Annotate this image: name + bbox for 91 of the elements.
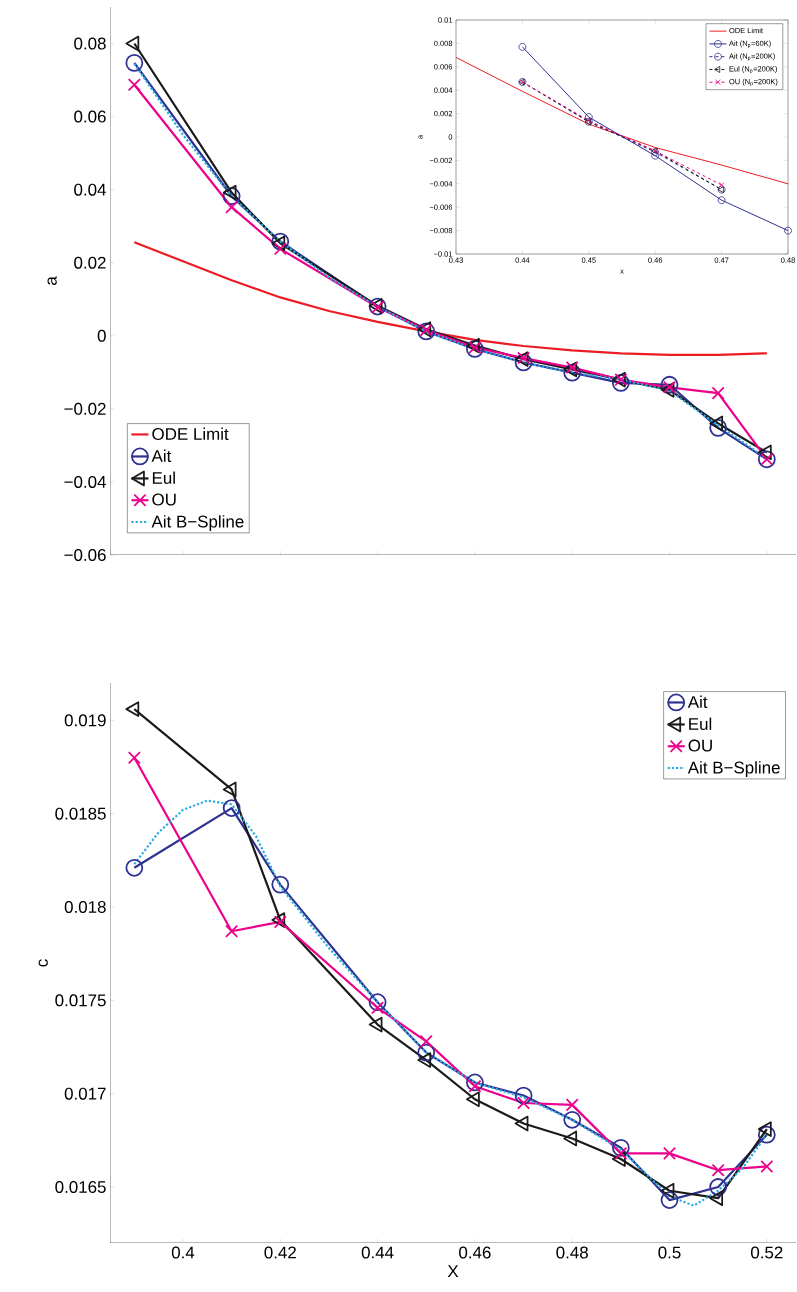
legend-label: OU [152, 493, 176, 506]
point [709, 1178, 728, 1196]
y-tick-label: 0.0165 [55, 1181, 106, 1193]
point [709, 1190, 724, 1207]
point [271, 875, 290, 894]
y-tick-label: 0.017 [64, 1087, 106, 1100]
x-tick-label: 0.5 [658, 1246, 681, 1259]
point [225, 200, 239, 214]
point [711, 386, 725, 400]
line-series [133, 241, 768, 356]
point [125, 35, 140, 52]
point [660, 375, 679, 394]
y-tick-label: 0.0185 [55, 807, 106, 820]
point [222, 799, 241, 817]
point [662, 1146, 677, 1160]
point [563, 1130, 578, 1147]
x-tick-label: 0.48 [556, 1246, 588, 1259]
point [611, 374, 630, 392]
point [757, 1125, 776, 1144]
point [466, 1091, 480, 1108]
point [760, 1159, 774, 1173]
x-tick-label: 0.44 [361, 1246, 394, 1259]
point [225, 924, 239, 938]
y-tick-label: −0.06 [64, 548, 106, 561]
point [368, 993, 387, 1012]
y-tick-label: 0.018 [64, 901, 106, 913]
point [718, 182, 725, 188]
y-axis-title: c [38, 959, 48, 967]
legend-label: OU [688, 739, 712, 752]
legend-label: Ait B−Spline [151, 515, 244, 531]
point [417, 1052, 432, 1068]
y-tick-label: 0.019 [64, 714, 106, 727]
point [709, 418, 728, 437]
point [584, 113, 593, 121]
y-tick-label: 0.0175 [55, 994, 106, 1007]
point [611, 1151, 626, 1167]
point [517, 1096, 531, 1110]
point [717, 196, 726, 205]
point [368, 1016, 383, 1033]
y-tick-label: 0.04 [74, 183, 106, 196]
y-tick-label: 0.02 [74, 256, 106, 269]
x-axis-title: X [447, 1265, 459, 1277]
point [514, 1086, 533, 1105]
legend-label: Ait B−Spline [687, 761, 780, 777]
point [127, 751, 141, 765]
point [514, 1115, 529, 1132]
legend-label: Eul [689, 717, 712, 731]
point [709, 415, 724, 432]
point [466, 1073, 484, 1092]
point [563, 363, 582, 382]
x-tick-label: 0.52 [750, 1246, 783, 1259]
point [271, 235, 286, 252]
point [660, 1182, 675, 1199]
point [757, 1121, 772, 1137]
y-axis-title: a [47, 276, 57, 285]
legend-label: Eul [152, 471, 175, 485]
point [660, 382, 675, 398]
y-tick-label: −0.02 [64, 402, 106, 415]
point [660, 1191, 679, 1209]
x-tick-label: 0.4 [171, 1246, 195, 1259]
y-tick-label: 0.06 [74, 110, 106, 123]
legend-label: Ait [687, 695, 708, 708]
point [711, 1163, 725, 1177]
point [419, 1034, 433, 1048]
point [125, 701, 140, 717]
point [222, 187, 241, 206]
point [784, 226, 792, 235]
y-tick-label: 0 [97, 329, 106, 342]
point [662, 380, 677, 394]
point [273, 242, 287, 256]
point [563, 1110, 582, 1129]
legend-label: Ait [151, 449, 172, 462]
point [614, 1146, 628, 1160]
point [271, 232, 290, 251]
point [514, 353, 533, 372]
y-tick-label: 0.08 [74, 37, 106, 50]
legend-label: ODE Limit [152, 427, 229, 441]
point [222, 184, 237, 201]
point [222, 781, 237, 798]
point [757, 444, 772, 461]
point [518, 42, 527, 51]
point [127, 78, 141, 92]
point [565, 1098, 579, 1112]
y-tick-label: −0.04 [64, 475, 106, 488]
point [125, 858, 144, 877]
x-tick-label: 0.42 [264, 1246, 296, 1259]
point [125, 54, 144, 72]
x-tick-label: 0.46 [459, 1246, 491, 1259]
point [417, 1043, 436, 1062]
point [611, 1138, 630, 1157]
point [417, 322, 436, 341]
